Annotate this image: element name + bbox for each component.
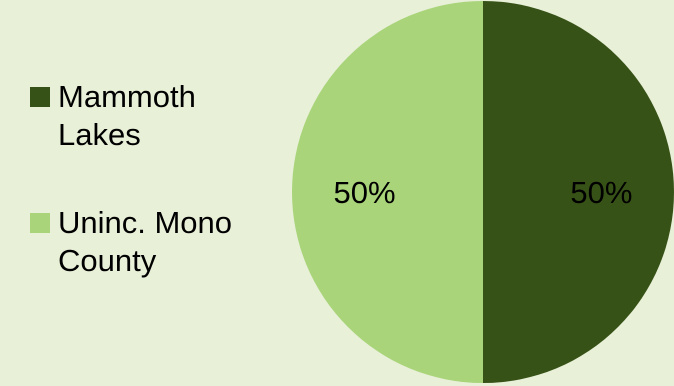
legend-swatch-mammoth-lakes: [30, 87, 50, 107]
legend-label-mammoth-lakes-line2: Lakes: [58, 117, 141, 152]
data-label-mammoth-lakes: 50%: [570, 175, 632, 210]
legend-item-mammoth-lakes: Mammoth Lakes: [30, 78, 280, 154]
legend-label-mammoth-lakes-line1: Mammoth: [58, 79, 196, 114]
pie-slice-mammoth-lakes: [483, 1, 674, 383]
legend-label-uninc-mono-county-line2: County: [58, 243, 157, 278]
legend-label-uninc-mono-county-line1: Uninc. Mono: [58, 205, 233, 240]
data-label-uninc-mono-county: 50%: [334, 175, 396, 210]
legend: Mammoth Lakes Uninc. Mono County: [30, 78, 280, 280]
pie-slice-uninc-mono-county: [292, 1, 483, 383]
legend-swatch-uninc-mono-county: [30, 213, 50, 233]
legend-item-uninc-mono-county: Uninc. Mono County: [30, 204, 280, 280]
